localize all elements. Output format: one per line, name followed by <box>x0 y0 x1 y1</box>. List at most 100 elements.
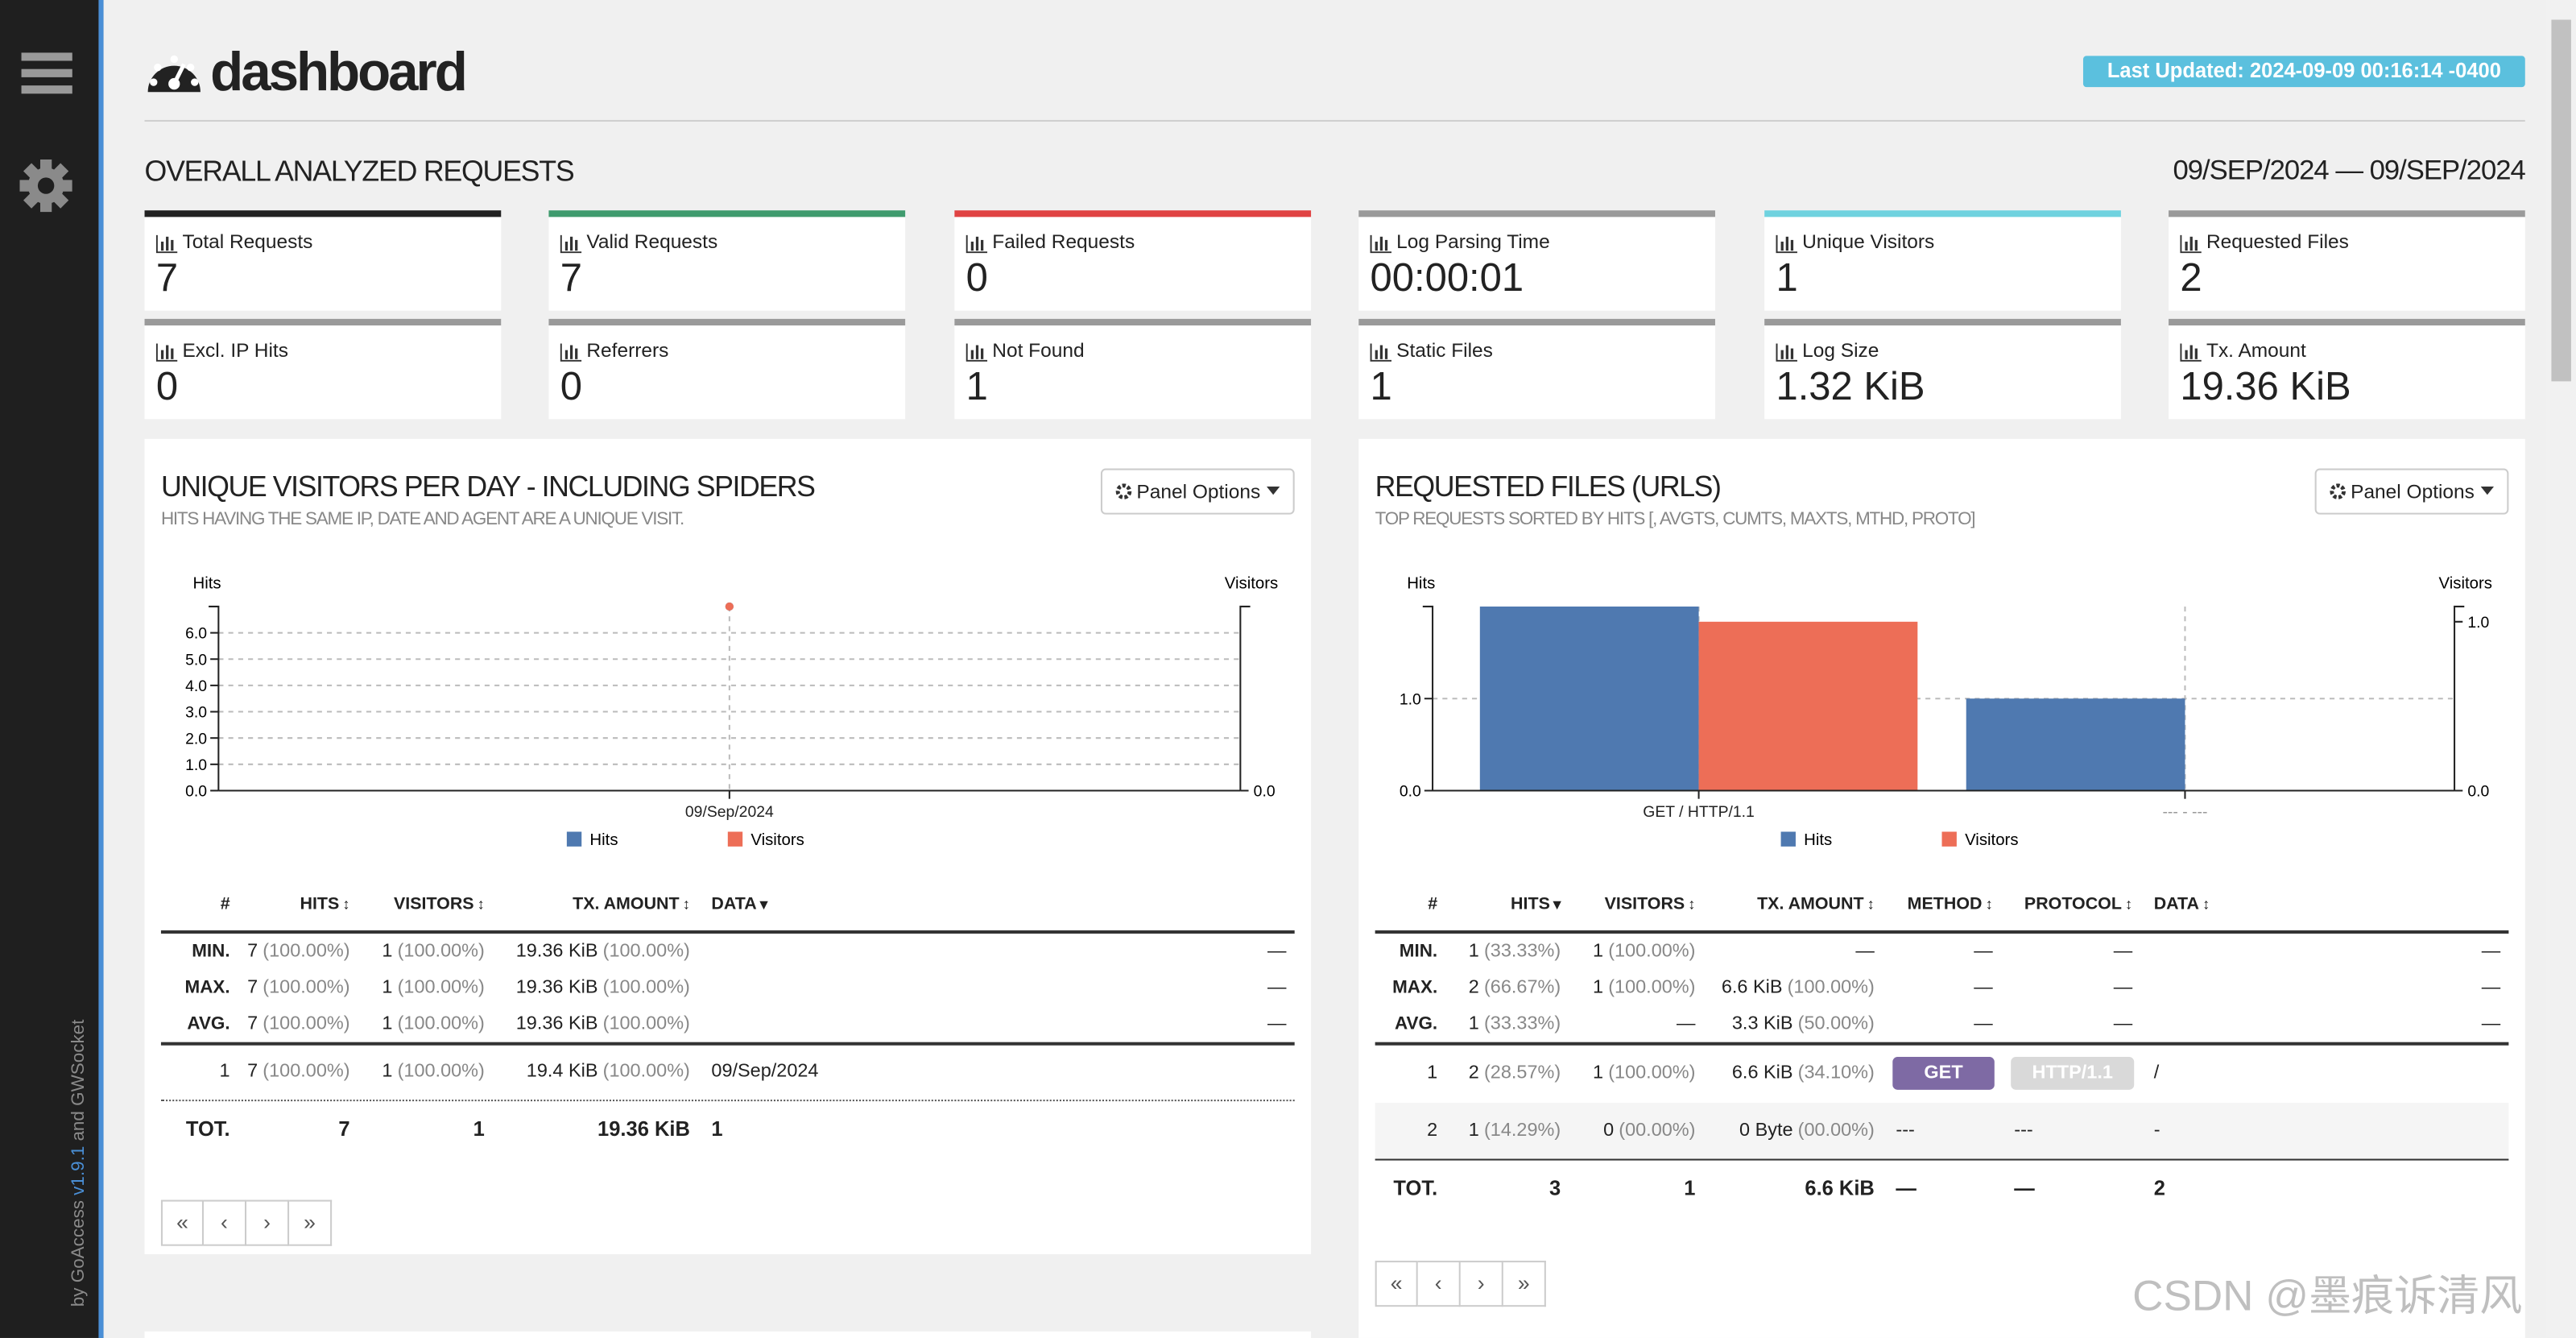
table-cell: — <box>2014 1176 2035 1200</box>
cell-percent: (100.00%) <box>397 942 485 962</box>
scrollbar[interactable] <box>2546 0 2576 1338</box>
bar <box>1479 606 1699 791</box>
panel-options[interactable]: Panel Options <box>1100 468 1295 515</box>
table-cell: GET <box>1892 1057 1995 1090</box>
overall-title: OVERALL ANALYZED REQUESTS <box>144 154 575 188</box>
card-icon <box>1370 232 1392 262</box>
cell-percent: (100.00%) <box>263 1062 350 1082</box>
legend-swatch <box>1780 831 1796 847</box>
table-cell: AVG. <box>1394 1013 1438 1034</box>
stat-card: Static Files 1 <box>1358 318 1715 420</box>
pager-button[interactable]: ‹ <box>1417 1261 1461 1307</box>
y2-tick-label: 1.0 <box>2467 614 2489 632</box>
table-cell: 6.6 KiB (34.10%) <box>1704 1058 1883 1088</box>
table-cell: 1 <box>1684 1176 1696 1200</box>
table-cell: 1 (100.00%) <box>358 937 493 967</box>
table-cell: # <box>220 894 230 914</box>
cell-percent: (28.57%) <box>1483 1063 1561 1083</box>
y-axis <box>1422 605 1434 791</box>
cell-percent: (14.29%) <box>1483 1121 1561 1141</box>
scroll-thumb[interactable] <box>2551 19 2571 382</box>
pager-button[interactable]: « <box>1375 1261 1418 1307</box>
stat-card: Requested Files 2 <box>2169 210 2525 311</box>
table-cell: 19.36 KiB (100.00%) <box>493 1009 698 1039</box>
cell-percent: (100.00%) <box>602 942 690 962</box>
pager-button[interactable]: » <box>289 1199 333 1246</box>
table-rule <box>1375 1158 2509 1161</box>
y-tick-label: 1.0 <box>185 756 207 774</box>
table-cell: 1 (100.00%) <box>1569 937 1703 967</box>
panel-options[interactable]: Panel Options <box>2314 468 2509 515</box>
stat-card: Valid Requests 7 <box>548 210 906 311</box>
pager-button[interactable]: « <box>160 1199 204 1246</box>
table-cell: 1 (33.33%) <box>1445 1009 1569 1039</box>
cell-percent: (100.00%) <box>602 978 690 998</box>
chart: Hits Visitors 0.0 1.0 2.0 3.0 4.0 5.0 6.0 0.0 09/S… <box>185 574 1278 849</box>
card-icon <box>560 340 582 370</box>
y2-tick-label: 0.0 <box>2467 783 2489 801</box>
y-tick-label: 6.0 <box>185 625 207 643</box>
table-cell: 7 <box>338 1117 350 1141</box>
card-label: Static Files <box>1396 338 1493 362</box>
menu-icon[interactable] <box>21 52 74 95</box>
pager-button[interactable]: › <box>246 1199 290 1246</box>
card-label: Referrers <box>586 338 669 362</box>
legend-swatch <box>1941 831 1957 847</box>
table-cell: 19.36 KiB (100.00%) <box>493 937 698 967</box>
table-rule <box>160 1100 1295 1102</box>
table-cell: HITS <box>238 889 358 919</box>
table-cell: METHOD <box>1883 889 2001 919</box>
y2-axis <box>2454 605 2465 791</box>
table-cell: — <box>2113 942 2133 962</box>
pager-button[interactable]: › <box>1460 1261 1503 1307</box>
card-value: 1.32 KiB <box>1776 364 1925 410</box>
cell-value: 1 <box>1468 942 1479 962</box>
cell-value: 7 <box>247 978 258 998</box>
table-cell: MAX. <box>1392 978 1438 998</box>
table-cell: — <box>1896 1176 1916 1200</box>
table-cell: HTTP/1.1 <box>2011 1057 2135 1090</box>
cell-value: 1 <box>1593 978 1604 998</box>
table-rule <box>160 930 1295 934</box>
card-value: 7 <box>155 256 179 301</box>
table-cell: 7 (100.00%) <box>238 937 358 967</box>
y-tick-label: 4.0 <box>185 677 207 695</box>
bar <box>1966 698 2185 791</box>
legend-swatch <box>727 831 743 847</box>
table-cell: AVG. <box>187 1013 230 1034</box>
cell-value: 2 <box>1468 1063 1479 1083</box>
cell-percent: (100.00%) <box>263 1013 350 1034</box>
table-cell: 1 (100.00%) <box>358 1009 493 1039</box>
table-cell: VISITORS <box>358 889 493 919</box>
card-value: 0 <box>155 364 179 410</box>
pager-button[interactable]: ‹ <box>203 1199 247 1246</box>
table-cell: - <box>2153 1121 2160 1141</box>
y-tick-label: 0.0 <box>1400 783 1421 801</box>
legend-label: Hits <box>589 831 618 849</box>
cell-percent: (50.00%) <box>1797 1013 1875 1034</box>
table-cell: 1 <box>473 1117 485 1141</box>
y-axis-label: Hits <box>193 574 221 592</box>
table-cell: 2 (28.57%) <box>1445 1058 1569 1088</box>
card-value: 1 <box>1370 364 1392 410</box>
table-cell: 3 <box>1549 1176 1561 1200</box>
cell-value: 2 <box>1468 978 1479 998</box>
table-cell: TOT. <box>185 1117 230 1141</box>
cell-value: 19.36 KiB <box>515 942 598 962</box>
table-cell: --- <box>2014 1121 2033 1141</box>
table-cell: # <box>1428 894 1438 914</box>
settings-icon[interactable] <box>19 159 72 213</box>
table-cell: 1 (33.33%) <box>1445 937 1569 967</box>
x-tick-label: GET / HTTP/1.1 <box>1643 803 1755 821</box>
panel-subtitle: HITS HAVING THE SAME IP, DATE AND AGENT … <box>160 509 684 530</box>
card-label: Excl. IP Hits <box>182 338 288 362</box>
x-tick-label: --- - --- <box>2162 803 2207 821</box>
card-label: Total Requests <box>182 230 313 254</box>
pager-button[interactable]: » <box>1503 1261 1546 1307</box>
table-cell: — <box>1267 978 1287 998</box>
table-cell: HITS <box>1445 889 1569 919</box>
stat-card: Log Size 1.32 KiB <box>1764 318 2121 420</box>
cell-percent: (100.00%) <box>397 978 485 998</box>
cell-percent: (34.10%) <box>1797 1063 1875 1083</box>
table-cell: — <box>2481 942 2501 962</box>
